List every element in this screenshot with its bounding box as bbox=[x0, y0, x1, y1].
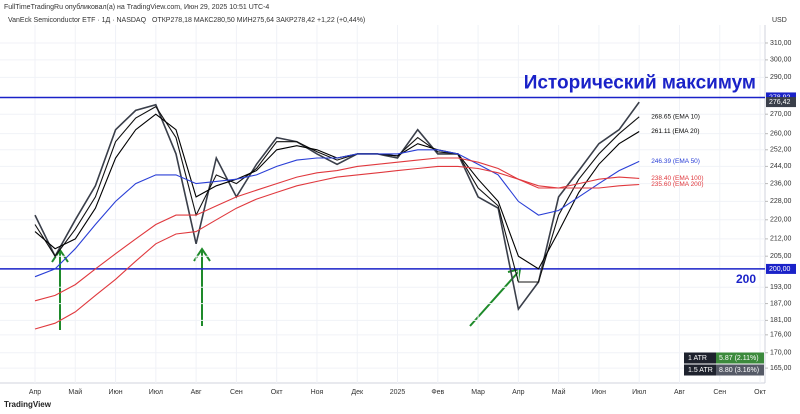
y-tick-label: 228,00 bbox=[770, 198, 792, 205]
price-tag-label: 200,00 bbox=[769, 266, 791, 273]
y-tick-label: 193,00 bbox=[770, 284, 792, 291]
x-tick-label: Июл bbox=[632, 389, 646, 396]
x-tick-label: Окт bbox=[754, 389, 767, 396]
level-annotation: Исторический максимум bbox=[524, 72, 756, 93]
series-label: 261.11 (EMA 20) bbox=[651, 128, 699, 135]
y-tick-label: 212,00 bbox=[770, 236, 792, 243]
y-tick-label: 236,00 bbox=[770, 180, 792, 187]
atr-name: 1.5 ATR bbox=[688, 367, 713, 374]
x-tick-label: 2025 bbox=[390, 389, 406, 396]
chart-subtitle: ОТКР278,18 МАКС280,50 МИН275,64 ЗАКР278,… bbox=[152, 17, 365, 24]
x-tick-label: Мар bbox=[471, 389, 485, 396]
price-tag-label: 276,42 bbox=[769, 99, 791, 106]
series-line bbox=[34, 165, 640, 330]
series-line bbox=[34, 157, 640, 302]
atr-name-box bbox=[684, 364, 716, 376]
y-tick-label: 165,00 bbox=[770, 365, 792, 372]
atr-value-box bbox=[716, 352, 764, 364]
currency: USD bbox=[772, 17, 787, 24]
y-tick-label: 300,00 bbox=[770, 57, 792, 64]
chart-title: VanEck Semiconductor ETF · 1Д · NASDAQ bbox=[8, 17, 147, 24]
x-tick-label: Июл bbox=[149, 389, 163, 396]
x-tick-label: Апр bbox=[512, 389, 524, 396]
y-tick-label: 252,00 bbox=[770, 147, 792, 154]
y-tick-label: 176,00 bbox=[770, 332, 792, 339]
x-tick-label: Сен bbox=[230, 389, 243, 396]
x-tick-label: Дек bbox=[351, 389, 364, 396]
series-label: 238.40 (EMA 100) bbox=[651, 175, 703, 182]
x-tick-label: Авг bbox=[191, 389, 202, 396]
y-tick-label: 181,00 bbox=[770, 317, 792, 324]
y-tick-label: 244,00 bbox=[770, 163, 792, 170]
y-tick-label: 260,00 bbox=[770, 131, 792, 138]
atr-value-box bbox=[716, 364, 764, 376]
atr-name: 1 ATR bbox=[688, 355, 707, 362]
x-tick-label: Апр bbox=[29, 389, 41, 396]
level-annotation: 200 bbox=[736, 272, 756, 286]
atr-name-box bbox=[684, 352, 716, 364]
price-tag bbox=[766, 97, 796, 108]
x-tick-label: Май bbox=[68, 388, 82, 396]
series-line bbox=[34, 105, 640, 283]
series-label: 268.65 (EMA 10) bbox=[651, 114, 700, 121]
arrow bbox=[193, 247, 211, 326]
logo: TradingView bbox=[4, 400, 52, 409]
y-tick-label: 170,00 bbox=[770, 350, 792, 357]
y-tick-label: 187,00 bbox=[770, 300, 792, 307]
x-tick-label: Июн bbox=[592, 389, 606, 396]
publisher: FullTimeTradingRu опубликовал(а) на Trad… bbox=[4, 3, 269, 11]
x-tick-label: Авг bbox=[674, 389, 685, 396]
y-tick-label: 310,00 bbox=[770, 40, 792, 47]
x-tick-label: Окт bbox=[271, 389, 284, 396]
y-tick-label: 290,00 bbox=[770, 74, 792, 81]
x-tick-label: Июн bbox=[108, 389, 122, 396]
price-tag bbox=[766, 263, 796, 274]
x-tick-label: Сен bbox=[713, 389, 726, 396]
series-label: 246.39 (EMA 50) bbox=[651, 158, 700, 165]
y-tick-label: 205,00 bbox=[770, 253, 792, 260]
y-tick-label: 270,00 bbox=[770, 111, 792, 118]
y-tick-label: 220,00 bbox=[770, 217, 792, 224]
atr-value: 5.87 (2.11%) bbox=[719, 355, 759, 362]
series-label: 235.60 (EMA 200) bbox=[651, 181, 703, 188]
x-tick-label: Ноя bbox=[311, 389, 324, 396]
series-line bbox=[34, 149, 640, 278]
x-tick-label: Май bbox=[552, 388, 566, 396]
x-tick-label: Фев bbox=[431, 389, 444, 396]
atr-value: 8.80 (3.16%) bbox=[719, 367, 759, 374]
